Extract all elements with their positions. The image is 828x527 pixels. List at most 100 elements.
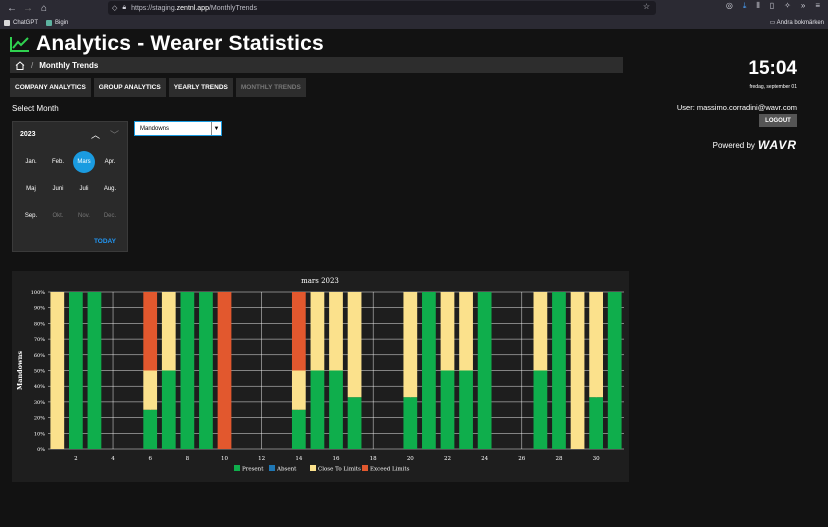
- y-tick-label: 70%: [34, 337, 45, 343]
- month-sep[interactable]: Sep.: [24, 213, 38, 219]
- bookmark-chatgpt[interactable]: ChatGPT: [4, 20, 38, 26]
- breadcrumb: / Monthly Trends: [10, 57, 623, 73]
- x-tick-label: 8: [186, 456, 190, 462]
- other-bookmarks[interactable]: ▭ Andra bokmärken: [769, 20, 824, 26]
- chevron-up-icon[interactable]: ︿: [91, 130, 101, 140]
- bar-present: [477, 292, 492, 449]
- logout-button[interactable]: LOGOUT: [759, 114, 797, 127]
- y-tick-label: 60%: [34, 353, 45, 359]
- x-tick-label: 18: [370, 456, 377, 462]
- bar-close-to-limits: [310, 292, 325, 371]
- bar-close-to-limits: [570, 292, 585, 449]
- y-tick-label: 80%: [34, 321, 45, 327]
- chart-line-icon: [10, 37, 29, 52]
- chart-title: mars 2023: [301, 277, 339, 285]
- legend-label-close-to-limits: Close To Limits: [318, 467, 361, 473]
- x-tick-label: 14: [295, 456, 302, 462]
- browser-toolbar: ← → ⌂ ◇ 🔒︎ https://staging. zentnl.app/Mo…: [0, 0, 828, 17]
- bar-present: [87, 292, 102, 449]
- chatgpt-icon: [4, 20, 10, 26]
- tab-yearly-trends[interactable]: YEARLY TRENDS: [168, 78, 233, 97]
- bar-present: [533, 370, 548, 449]
- bar-present: [68, 292, 83, 449]
- caret-down-icon: ▼: [211, 122, 221, 135]
- bookmarks-bar: ChatGPT Bigin ▭ Andra bokmärken: [0, 17, 828, 29]
- month-apr[interactable]: Apr.: [104, 159, 116, 165]
- bigin-icon: [46, 20, 53, 26]
- bar-present: [291, 409, 306, 449]
- home-icon[interactable]: [15, 60, 25, 70]
- y-tick-label: 90%: [34, 306, 45, 312]
- lock-icon: 🔒︎: [122, 4, 127, 11]
- x-tick-label: 16: [333, 456, 340, 462]
- month-maj[interactable]: Maj: [26, 186, 36, 192]
- x-tick-label: 30: [593, 456, 600, 462]
- bookmark-star-icon[interactable]: ☆: [642, 2, 650, 11]
- powered-by: Powered by WAVR: [713, 138, 797, 152]
- url-path: /MonthlyTrends: [208, 4, 257, 12]
- bar-close-to-limits: [403, 292, 418, 398]
- bar-present: [589, 397, 604, 449]
- bar-close-to-limits: [50, 292, 65, 449]
- y-tick-label: 50%: [34, 369, 45, 375]
- y-tick-label: 100%: [31, 290, 46, 296]
- back-icon[interactable]: ←: [7, 3, 17, 14]
- bookmark-bigin[interactable]: Bigin: [46, 20, 68, 26]
- bar-close-to-limits: [347, 292, 362, 398]
- bar-present: [329, 370, 343, 449]
- bar-present: [552, 292, 566, 449]
- tab-company-analytics[interactable]: COMPANY ANALYTICS: [10, 78, 91, 97]
- url-bar[interactable]: ◇ 🔒︎ https://staging. zentnl.app/MonthlyT…: [108, 1, 656, 15]
- sidebar-icon[interactable]: ▯: [769, 1, 775, 10]
- today-button[interactable]: TODAY: [93, 238, 116, 245]
- month-aug[interactable]: Aug.: [103, 186, 117, 192]
- pocket-icon[interactable]: ◎: [725, 1, 733, 10]
- extensions-icon[interactable]: ✧: [784, 1, 791, 10]
- legend-label-absent: Absent: [276, 467, 297, 473]
- bar-present: [440, 370, 455, 449]
- tab-monthly-trends: MONTHLY TRENDS: [235, 78, 306, 97]
- month-feb[interactable]: Feb.: [51, 159, 64, 165]
- bar-present: [347, 397, 362, 449]
- y-tick-label: 40%: [34, 384, 45, 390]
- tab-group-analytics[interactable]: GROUP ANALYTICS: [93, 78, 166, 97]
- overflow-icon[interactable]: »: [800, 1, 806, 10]
- bar-present: [403, 397, 418, 449]
- y-tick-label: 20%: [34, 416, 45, 422]
- bar-exceed-limits: [291, 292, 306, 371]
- y-tick-label: 30%: [34, 400, 45, 406]
- bar-present: [143, 409, 158, 449]
- x-tick-label: 10: [221, 456, 228, 462]
- powered-by-label: Powered by: [712, 140, 755, 150]
- x-tick-label: 4: [111, 456, 115, 462]
- bar-close-to-limits: [161, 292, 176, 371]
- menu-icon[interactable]: ≡: [815, 1, 820, 10]
- month-juni[interactable]: Juni: [52, 186, 64, 192]
- home-icon[interactable]: ⌂: [40, 3, 48, 14]
- shield-icon: ◇: [112, 5, 118, 12]
- bar-close-to-limits: [459, 292, 473, 371]
- x-tick-label: 22: [444, 456, 451, 462]
- chevron-down-icon[interactable]: ﹀: [110, 130, 120, 140]
- metric-select[interactable]: Mandowns ▼: [134, 121, 222, 136]
- x-tick-label: 26: [518, 456, 525, 462]
- month-jan[interactable]: Jan.: [25, 159, 37, 165]
- x-tick-label: 6: [148, 456, 152, 462]
- page-title-text: Analytics - Wearer Statistics: [36, 32, 324, 55]
- bar-close-to-limits: [533, 292, 548, 371]
- breadcrumb-separator: /: [31, 60, 34, 70]
- library-icon[interactable]: ⫴: [756, 1, 760, 10]
- bar-present: [161, 370, 176, 449]
- forward-icon[interactable]: →: [23, 3, 33, 14]
- clock: 15:04: [748, 58, 797, 79]
- x-tick-label: 20: [407, 456, 414, 462]
- bar-exceed-limits: [217, 292, 232, 449]
- picker-year[interactable]: 2023: [20, 131, 36, 138]
- month-mars[interactable]: Mars: [73, 151, 95, 173]
- month-juli[interactable]: Juli: [79, 186, 89, 192]
- current-date: fredag, september 01: [749, 84, 797, 90]
- select-month-label: Select Month: [12, 104, 59, 113]
- y-axis-label: Mandowns: [16, 351, 24, 390]
- month-dec: Dec.: [103, 213, 117, 219]
- download-icon[interactable]: ⤓: [742, 1, 747, 10]
